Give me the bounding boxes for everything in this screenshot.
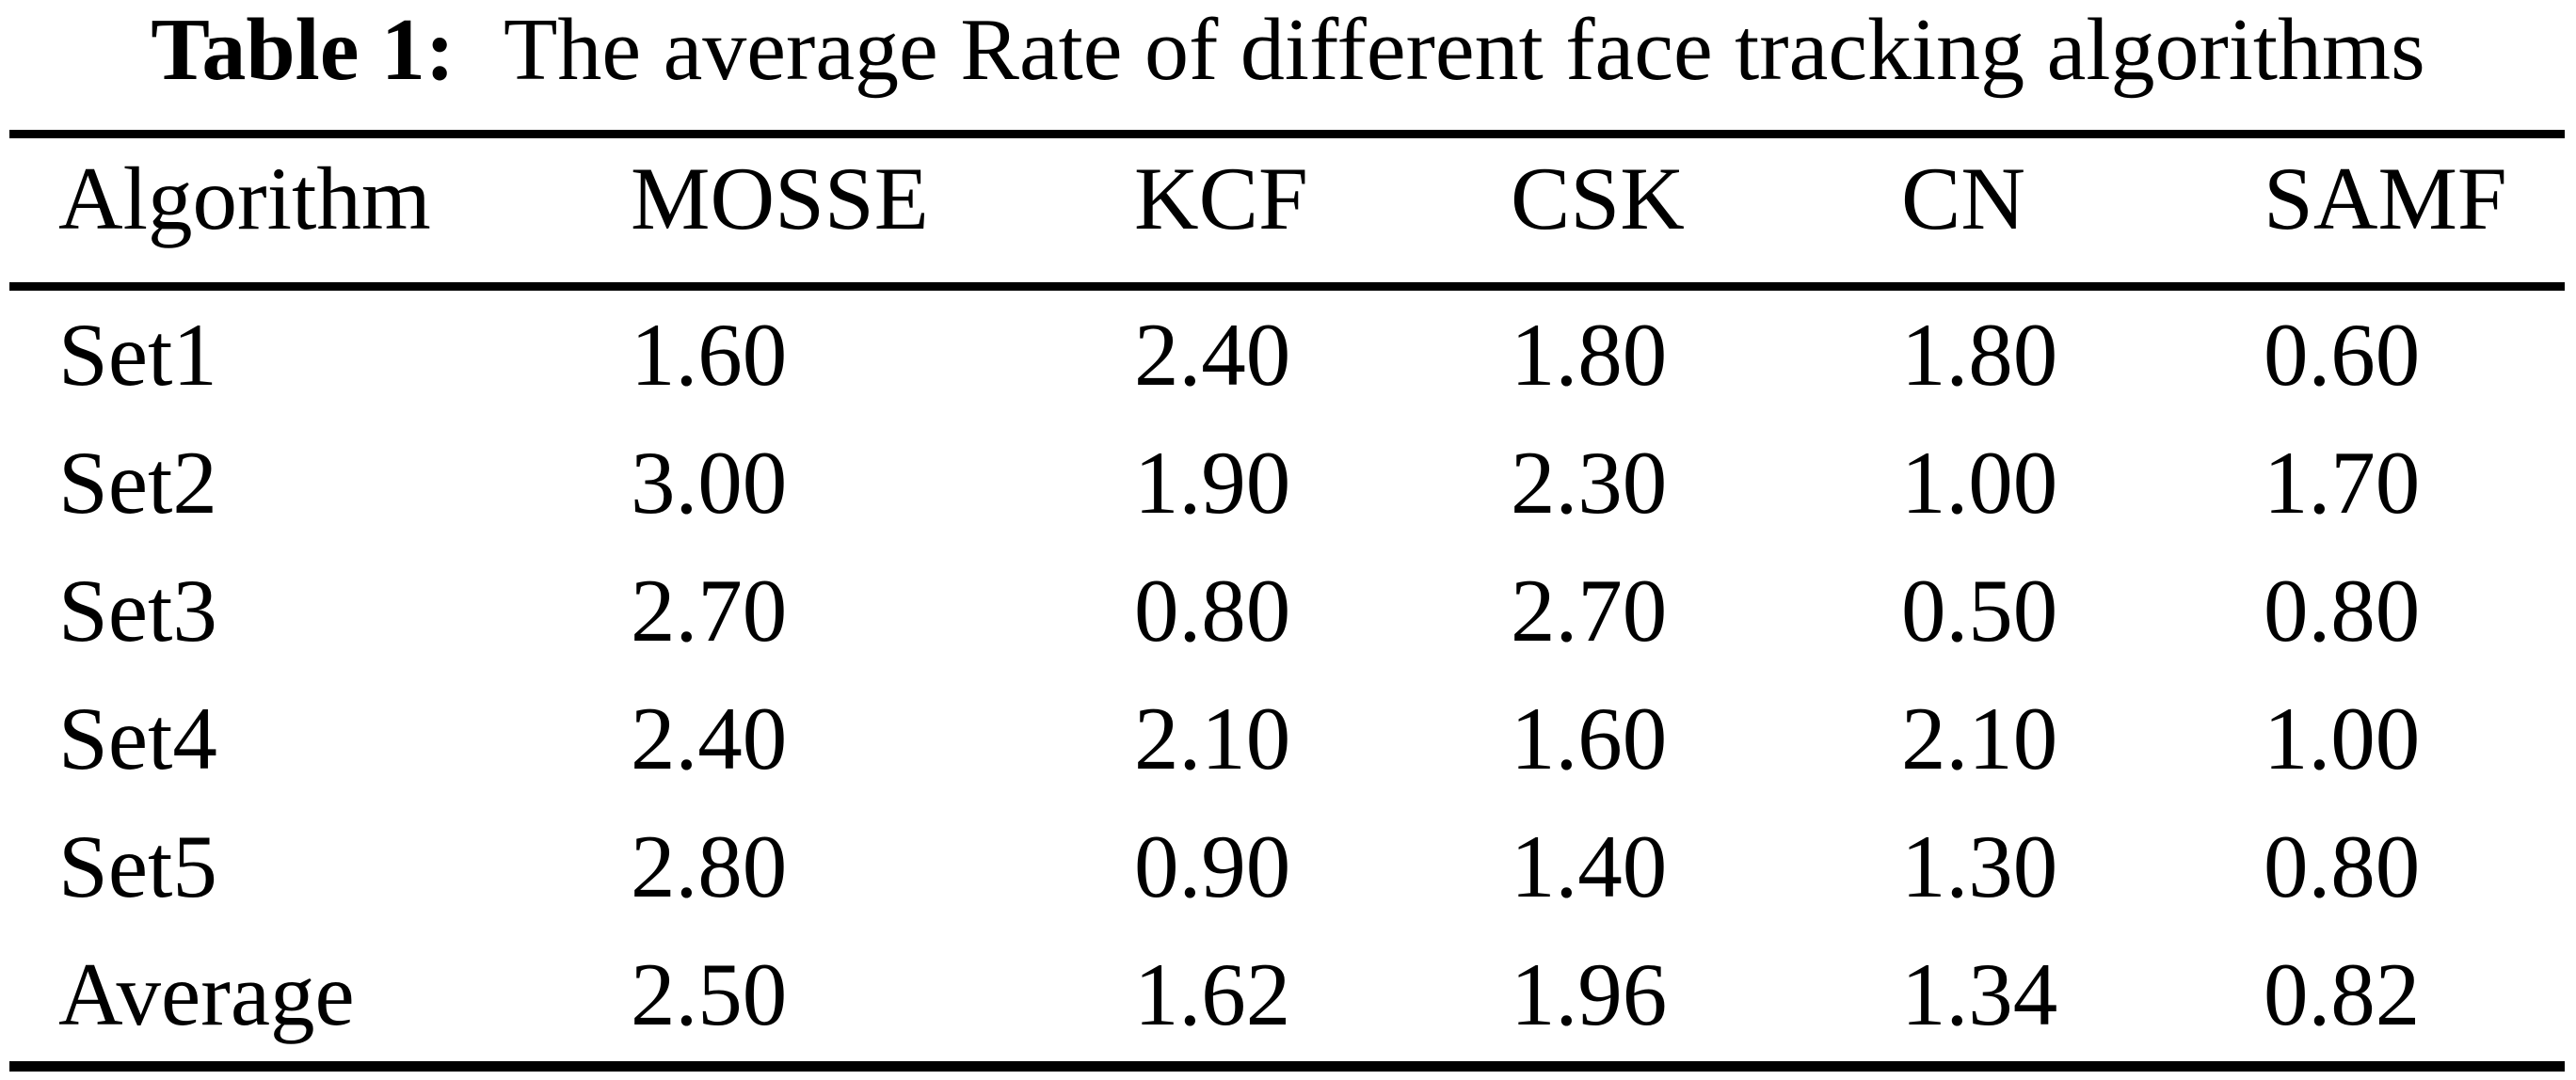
cell-value: 1.90 xyxy=(1134,433,1291,532)
table-row: Set4 2.40 2.10 1.60 2.10 1.00 xyxy=(9,675,2565,802)
cell-value: 1.40 xyxy=(1511,817,1668,916)
table-bottom-rule xyxy=(9,1061,2565,1072)
cell-value: 0.82 xyxy=(2264,945,2421,1044)
table-header-row: Algorithm MOSSE KCF CSK CN SAMF xyxy=(9,139,2565,291)
cell-value: 1.80 xyxy=(1901,305,2058,405)
row-label: Average xyxy=(58,945,355,1044)
cell-value: 2.10 xyxy=(1901,689,2058,788)
cell-value: 1.60 xyxy=(1511,689,1668,788)
table-caption-label: Table 1: xyxy=(151,1,456,99)
table-top-rule xyxy=(9,130,2565,138)
column-header-cn: CN xyxy=(1901,149,2025,248)
cell-value: 2.70 xyxy=(1511,561,1668,660)
cell-value: 1.80 xyxy=(1511,305,1668,405)
table-row-average: Average 2.50 1.62 1.96 1.34 0.82 xyxy=(9,930,2565,1058)
cell-value: 1.30 xyxy=(1901,817,2058,916)
cell-value: 1.00 xyxy=(2264,689,2421,788)
table-caption-text: The average Rate of different face track… xyxy=(503,1,2425,99)
cell-value: 1.96 xyxy=(1511,945,1668,1044)
cell-value: 0.50 xyxy=(1901,561,2058,660)
row-label: Set3 xyxy=(58,561,217,660)
table-row: Set2 3.00 1.90 2.30 1.00 1.70 xyxy=(9,419,2565,547)
cell-value: 2.40 xyxy=(1134,305,1291,405)
cell-value: 2.10 xyxy=(1134,689,1291,788)
table-row: Set3 2.70 0.80 2.70 0.50 0.80 xyxy=(9,547,2565,675)
table-header-rule xyxy=(9,282,2565,291)
table-caption: Table 1: The average Rate of different fa… xyxy=(0,6,2576,94)
cell-value: 2.30 xyxy=(1511,433,1668,532)
column-header-csk: CSK xyxy=(1511,149,1685,248)
column-header-mosse: MOSSE xyxy=(631,149,929,248)
column-header-algorithm: Algorithm xyxy=(58,149,431,248)
row-label: Set2 xyxy=(58,433,217,532)
cell-value: 2.70 xyxy=(631,561,788,660)
cell-value: 0.80 xyxy=(1134,561,1291,660)
table-row: Set5 2.80 0.90 1.40 1.30 0.80 xyxy=(9,802,2565,930)
cell-value: 2.40 xyxy=(631,689,788,788)
cell-value: 1.00 xyxy=(1901,433,2058,532)
cell-value: 0.90 xyxy=(1134,817,1291,916)
cell-value: 3.00 xyxy=(631,433,788,532)
column-header-kcf: KCF xyxy=(1134,149,1308,248)
results-table: Algorithm MOSSE KCF CSK CN SAMF Set1 1.6… xyxy=(9,139,2565,1058)
column-header-samf: SAMF xyxy=(2264,149,2507,248)
cell-value: 1.34 xyxy=(1901,945,2058,1044)
table-row: Set1 1.60 2.40 1.80 1.80 0.60 xyxy=(9,291,2565,419)
cell-value: 1.60 xyxy=(631,305,788,405)
row-label: Set1 xyxy=(58,305,217,405)
cell-value: 0.80 xyxy=(2264,817,2421,916)
cell-value: 1.62 xyxy=(1134,945,1291,1044)
cell-value: 0.80 xyxy=(2264,561,2421,660)
cell-value: 2.80 xyxy=(631,817,788,916)
row-label: Set5 xyxy=(58,817,217,916)
cell-value: 1.70 xyxy=(2264,433,2421,532)
cell-value: 0.60 xyxy=(2264,305,2421,405)
row-label: Set4 xyxy=(58,689,217,788)
cell-value: 2.50 xyxy=(631,945,788,1044)
